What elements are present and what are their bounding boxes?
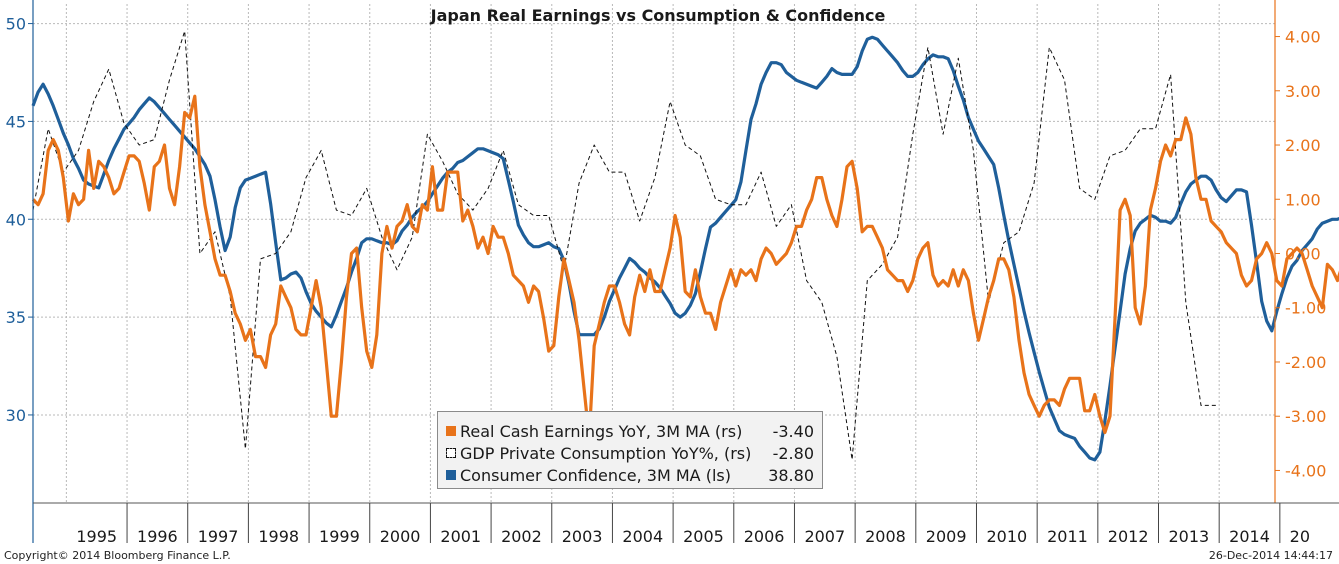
left-tick-label: 30 [6,406,26,425]
x-tick-label: 2009 [926,527,967,546]
legend-swatch-consumption [446,448,456,458]
legend-swatch-confidence [446,470,456,480]
x-tick-label: 2000 [380,527,421,546]
x-tick-label: 2012 [1108,527,1149,546]
gridlines [33,4,1275,503]
x-tick-label: 1996 [137,527,178,546]
left-tick-label: 45 [6,112,26,131]
timestamp-text: 26-Dec-2014 14:44:17 [1208,549,1333,562]
x-tick-label: 2004 [622,527,663,546]
x-tick-label: 2011 [1047,527,1088,546]
legend-item-confidence: Consumer Confidence, 3M MA (ls) 38.80 [446,464,814,486]
right-tick-label: 3.00 [1285,82,1321,101]
left-tick-label: 35 [6,308,26,327]
right-tick-label: 2.00 [1285,136,1321,155]
right-tick-label: -1.00 [1285,299,1326,318]
x-tick-label: 2013 [1168,527,1209,546]
copyright-text: Copyright© 2014 Bloomberg Finance L.P. [4,549,231,562]
left-tick-label: 40 [6,210,26,229]
x-tick-label: 20 [1290,527,1310,546]
chart-title: Japan Real Earnings vs Consumption & Con… [430,6,886,25]
legend-item-earnings: Real Cash Earnings YoY, 3M MA (rs) -3.40 [446,420,814,442]
axes: 30 35 40 45 50 4.00 3.00 2.00 1.00 0.00 -1.00 -2.00… [6,0,1339,546]
left-tick-label: 50 [6,15,26,34]
x-tick-label: 2003 [562,527,603,546]
x-tick-label: 2006 [744,527,785,546]
legend-label: Real Cash Earnings YoY, 3M MA (rs) [460,421,743,441]
legend-swatch-earnings [446,426,456,436]
series-line-real-earnings [31,94,1339,440]
x-tick-label: 2002 [501,527,542,546]
x-tick-label: 1997 [198,527,239,546]
x-tick-label: 2008 [865,527,906,546]
legend-value: -3.40 [772,421,814,441]
legend-value: -2.80 [772,443,814,463]
x-tick-label: 2005 [683,527,724,546]
x-tick-label: 2010 [986,527,1027,546]
x-tick-label: 1995 [76,527,117,546]
right-tick-label: 4.00 [1285,28,1321,47]
x-tick-label: 2007 [804,527,845,546]
right-tick-label: 1.00 [1285,190,1321,209]
legend: Real Cash Earnings YoY, 3M MA (rs) -3.40… [437,411,823,489]
legend-label: GDP Private Consumption YoY%, (rs) [460,443,752,463]
x-tick-label: 1998 [258,527,299,546]
right-tick-label: 0.00 [1285,245,1321,264]
right-tick-label: -4.00 [1285,461,1326,480]
right-tick-label: -3.00 [1285,407,1326,426]
legend-item-consumption: GDP Private Consumption YoY%, (rs) -2.80 [446,442,814,464]
series-lines [31,30,1339,462]
x-tick-label: 1999 [319,527,360,546]
x-tick-label: 2001 [440,527,481,546]
right-tick-label: -2.00 [1285,353,1326,372]
series-line-gdp-consumption [32,30,1217,461]
legend-value: 38.80 [768,465,814,485]
series-line-consumer-confidence [31,35,1339,462]
x-tick-label: 2014 [1229,527,1270,546]
legend-label: Consumer Confidence, 3M MA (ls) [460,465,731,485]
